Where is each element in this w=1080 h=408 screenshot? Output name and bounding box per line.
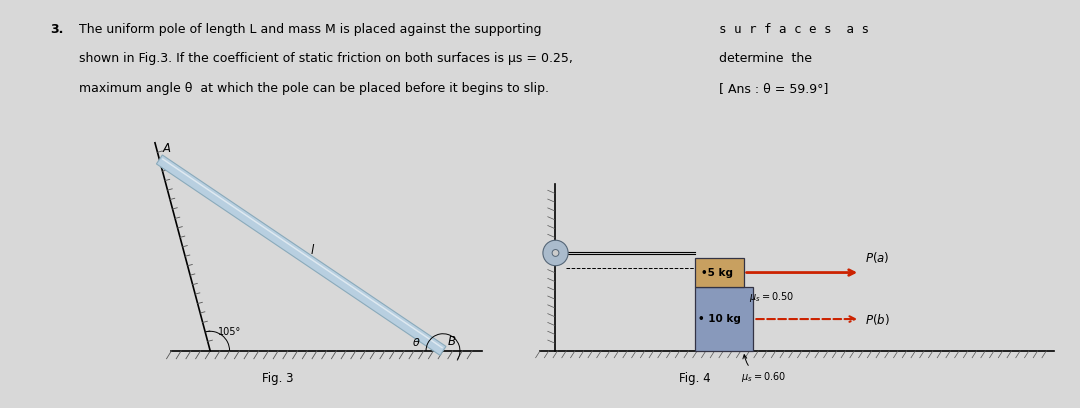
Circle shape xyxy=(552,250,559,256)
Text: shown in Fig.3. If the coefficient of static friction on both surfaces is μs = 0: shown in Fig.3. If the coefficient of st… xyxy=(79,52,573,65)
Text: 3.: 3. xyxy=(50,23,64,36)
Text: maximum angle θ  at which the pole can be placed before it begins to slip.: maximum angle θ at which the pole can be… xyxy=(79,82,550,95)
Text: $P(b)$: $P(b)$ xyxy=(865,312,890,326)
Text: •5 kg: •5 kg xyxy=(701,268,732,277)
Text: s u r f a c e s  a s: s u r f a c e s a s xyxy=(719,23,869,36)
Text: $\theta$: $\theta$ xyxy=(411,336,420,348)
Text: $\mu_s = 0.60$: $\mu_s = 0.60$ xyxy=(741,355,785,384)
Text: $P(a)$: $P(a)$ xyxy=(865,251,890,265)
Text: The uniform pole of length L and mass M is placed against the supporting: The uniform pole of length L and mass M … xyxy=(79,23,542,36)
Text: $A$: $A$ xyxy=(162,142,172,155)
Polygon shape xyxy=(157,155,446,355)
Text: $\mu_s = 0.50$: $\mu_s = 0.50$ xyxy=(748,290,794,304)
Circle shape xyxy=(543,240,568,266)
Text: $B$: $B$ xyxy=(447,335,456,348)
Bar xyxy=(696,287,754,351)
Text: determine  the: determine the xyxy=(719,52,812,65)
Polygon shape xyxy=(162,158,443,348)
Bar xyxy=(696,258,744,287)
Text: $l$: $l$ xyxy=(310,243,315,257)
Text: Fig. 4: Fig. 4 xyxy=(679,372,711,385)
Text: Fig. 3: Fig. 3 xyxy=(262,372,294,385)
Text: 105°: 105° xyxy=(218,327,241,337)
Text: [ Ans : θ = 59.9°]: [ Ans : θ = 59.9°] xyxy=(719,82,828,95)
Text: • 10 kg: • 10 kg xyxy=(698,314,741,324)
